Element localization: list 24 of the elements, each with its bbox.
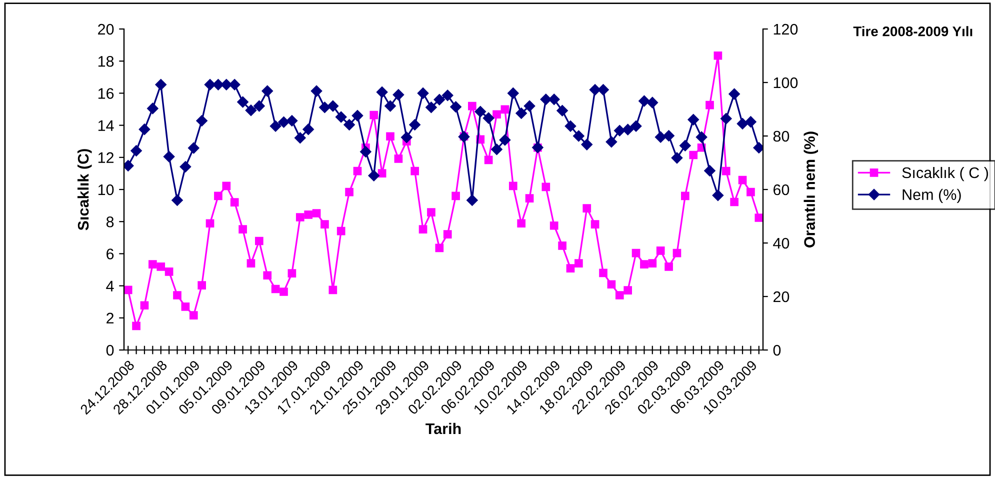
- legend-label: Nem (%): [902, 188, 961, 204]
- y-tick-label: 2: [106, 312, 114, 324]
- y2-tick-label: 40: [773, 238, 790, 249]
- y-tick-label: 12: [98, 152, 114, 163]
- y-tick-label: 6: [106, 248, 114, 260]
- y2-tick-label: 0: [773, 344, 781, 356]
- y2-tick-label: 120: [774, 24, 798, 35]
- legend-label: Sıcaklık ( C ): [902, 166, 988, 182]
- y-tick-label: 14: [98, 120, 114, 131]
- x-axis-title: Tarih: [426, 422, 461, 434]
- y-tick-label: 8: [106, 216, 114, 228]
- y-axis-title: Sıcaklık (C): [77, 149, 92, 230]
- y-tick-label: 16: [98, 88, 114, 99]
- y2-axis-title: Orantılı nem (%): [804, 132, 818, 248]
- y2-tick-label: 80: [773, 130, 790, 142]
- text: Tire 2008-2009 Yılı: [853, 26, 972, 36]
- y2-tick-label: 20: [773, 291, 790, 302]
- y-tick-label: 10: [98, 184, 114, 196]
- y2-tick-label: 100: [774, 77, 798, 88]
- y-tick-label: 0: [106, 344, 114, 356]
- y-tick-label: 18: [98, 56, 114, 67]
- y-tick-label: 20: [98, 24, 114, 35]
- y-tick-label: 4: [106, 280, 114, 292]
- y2-tick-label: 60: [774, 184, 790, 196]
